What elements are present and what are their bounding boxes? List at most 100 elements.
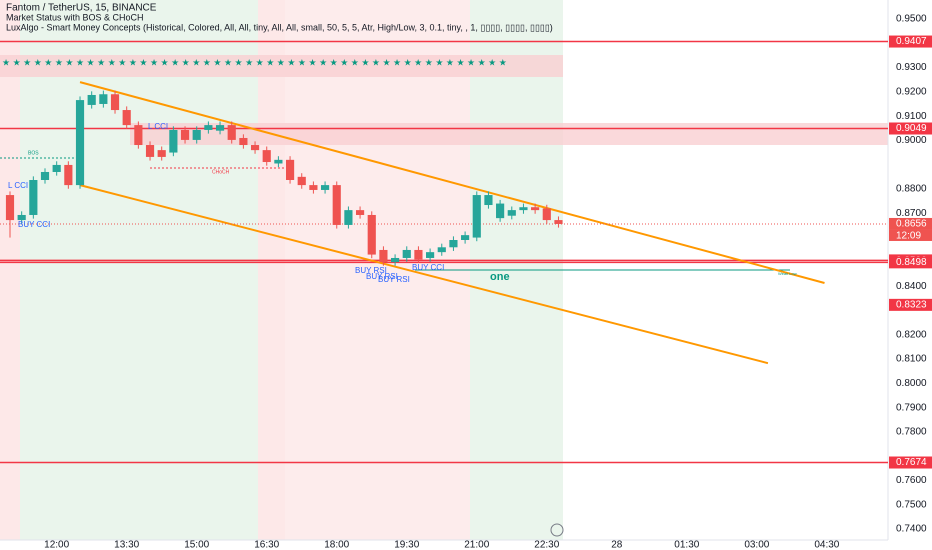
- x-tick-label: 19:30: [394, 540, 419, 550]
- candle-body: [484, 195, 493, 206]
- candle-body: [99, 94, 108, 104]
- x-tick-label: 13:30: [114, 540, 139, 550]
- x-tick-label: 12:00: [44, 540, 69, 550]
- price-tag: [889, 256, 932, 269]
- chart-title: Fantom / TetherUS, 15, BINANCE: [6, 3, 157, 14]
- y-tick-label: 0.8400: [896, 281, 927, 292]
- candle-body: [239, 137, 248, 146]
- countdown-bg: [889, 229, 932, 241]
- candle-body: [274, 159, 283, 164]
- legend: Fantom / TetherUS, 15, BINANCE Market St…: [6, 3, 553, 33]
- candle-body: [285, 159, 295, 180]
- candle-body: [355, 210, 365, 215]
- candle-body: [29, 180, 38, 215]
- price-tag-label: 0.9049: [896, 123, 927, 134]
- annotation: Weak Low: [778, 271, 797, 276]
- candle-body: [157, 150, 166, 157]
- candle-body: [87, 94, 96, 105]
- annotation: CHoCH: [212, 169, 230, 175]
- candle-body: [414, 249, 423, 260]
- candle-body: [40, 171, 50, 180]
- y-tick-label: 0.9100: [896, 111, 927, 122]
- candle-body: [437, 247, 446, 253]
- trendline: [79, 81, 825, 284]
- price-tag: [889, 298, 932, 311]
- candle-body: [507, 210, 516, 216]
- replay-icon[interactable]: [550, 523, 564, 537]
- candle-body: [180, 129, 190, 140]
- bear-zone: [0, 0, 20, 540]
- price-tag-label: 0.7674: [896, 457, 927, 468]
- x-tick-label: 15:00: [184, 540, 209, 550]
- supply-zone: [0, 55, 563, 77]
- y-tick-label: 0.7600: [896, 475, 927, 486]
- annotation: BUY RSI: [355, 266, 387, 275]
- annotation: BOS: [28, 150, 39, 156]
- y-tick-label: 0.7400: [896, 524, 927, 535]
- candle-body: [496, 203, 505, 219]
- candle-body: [52, 164, 61, 172]
- candle-body: [309, 185, 318, 190]
- candle-body: [250, 145, 260, 151]
- y-tick-label: 0.7500: [896, 499, 927, 510]
- x-tick-label: 22:30: [534, 540, 559, 550]
- candle-body: [449, 240, 458, 248]
- annotation: BUY RSI: [378, 275, 410, 284]
- bull-zone: [20, 0, 258, 540]
- candle-body: [367, 214, 376, 255]
- annotation: L CCI: [148, 122, 168, 131]
- y-tick-label: 0.8200: [896, 329, 927, 340]
- zones: [0, 0, 889, 541]
- annotations: L CCI L CCI BUY CCI BOS CHoCH BUY RSI BU…: [8, 122, 797, 284]
- y-tick-label: 0.9300: [896, 62, 927, 73]
- x-tick-label: 01:30: [674, 540, 699, 550]
- y-tick-label: 0.7900: [896, 402, 927, 413]
- x-tick-label: 18:00: [324, 540, 349, 550]
- candle-body: [531, 207, 540, 211]
- candle-body: [542, 208, 551, 221]
- indicator-name: LuxAlgo - Smart Money Concepts (Historic…: [6, 22, 553, 32]
- x-tick-label: 21:00: [464, 540, 489, 550]
- y-tick-label: 0.7800: [896, 427, 927, 438]
- plot: [0, 40, 888, 464]
- candle-body: [320, 185, 330, 190]
- candle-body: [426, 252, 435, 258]
- candle-body: [344, 210, 353, 225]
- price-tag: [889, 456, 932, 469]
- y-tick-label: 0.9500: [896, 14, 927, 25]
- price-tag-label: 0.9407: [896, 36, 927, 47]
- candle-body: [204, 125, 213, 130]
- price-tag: [889, 35, 932, 48]
- price-tag-label: 0.8323: [896, 299, 927, 310]
- candle-body: [461, 235, 470, 240]
- y-tick-label: 0.8100: [896, 354, 927, 365]
- x-tick-label: 16:30: [254, 540, 279, 550]
- candle-body: [519, 207, 528, 211]
- bear-zone: [258, 0, 285, 540]
- time-axis-bg: [0, 541, 888, 550]
- candle-body: [110, 94, 120, 111]
- candle-body: [554, 220, 563, 224]
- annotation: one: [490, 271, 510, 283]
- candle-body: [472, 195, 481, 238]
- x-tick-label: 28: [611, 540, 623, 550]
- annotation: BUY RSI: [366, 272, 398, 281]
- y-tick-label: 0.8000: [896, 378, 927, 389]
- candle-body: [64, 164, 73, 186]
- trendline: [79, 184, 769, 365]
- candle-body: [262, 150, 271, 163]
- indicator-name: Market Status with BOS & CHoCH: [6, 12, 144, 22]
- y-tick-label: 0.8800: [896, 184, 927, 195]
- price-tag-label: 0.8656: [896, 219, 927, 230]
- candle-body: [215, 125, 225, 131]
- price-tag: [889, 122, 932, 135]
- star-row: ★ ★ ★ ★ ★ ★ ★ ★ ★ ★ ★ ★ ★ ★ ★ ★ ★ ★ ★ ★ …: [2, 57, 507, 67]
- candle-body: [145, 145, 155, 157]
- price-tag-label: 0.8498: [896, 257, 927, 268]
- candle-body: [391, 257, 400, 263]
- candle-body: [17, 214, 26, 221]
- y-tick-label: 0.9200: [896, 86, 927, 97]
